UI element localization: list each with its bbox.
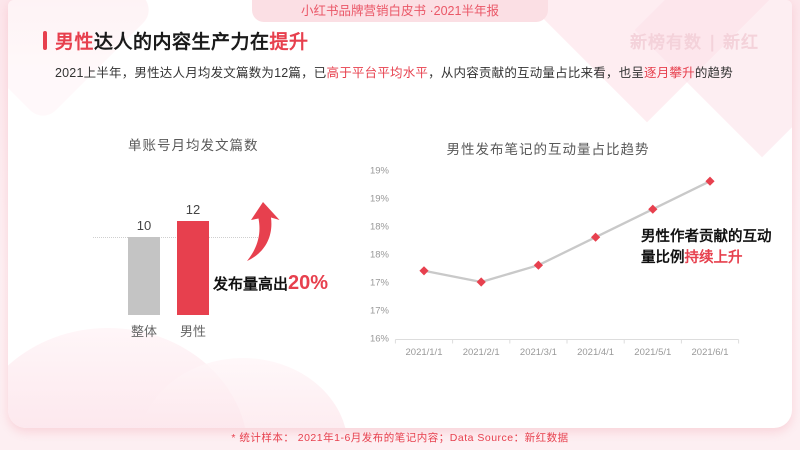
subtitle: 2021上半年，男性达人月均发文篇数为12篇，已高于平台平均水平，从内容贡献的互… (55, 62, 733, 81)
bar-annotation: 发布量高出20% (213, 272, 328, 295)
bar-category-male: 男性 (179, 324, 206, 339)
line-chart: 19% 19% 18% 18% 17% 17% 16% 2021/1/1 2021/2/1 202… (370, 166, 740, 358)
line-annotation-highlight: 持续上升 (684, 250, 743, 267)
title-highlight-1: 男性 (55, 32, 95, 53)
bar-category-labels: 整体 男性 (128, 321, 209, 340)
svg-text:17%: 17% (370, 278, 390, 289)
line-chart-title: 男性发布笔记的互动量占比趋势 (446, 142, 650, 157)
bar-category-overall: 整体 (130, 324, 157, 339)
subtitle-part: 的趋势 (694, 66, 733, 80)
svg-text:19%: 19% (370, 166, 390, 177)
svg-text:2021/2/1: 2021/2/1 (463, 347, 500, 358)
line-annotation-text-2: 量比例 (641, 250, 685, 267)
bar-column-overall: 10 (128, 195, 160, 315)
reference-dotted-line (93, 237, 260, 238)
svg-text:19%: 19% (370, 194, 390, 205)
subtitle-highlight-1: 高于平台平均水平 (326, 66, 429, 80)
svg-text:17%: 17% (370, 306, 390, 317)
svg-text:2021/3/1: 2021/3/1 (520, 347, 557, 358)
page-title: 男性达人的内容生产力在提升 (55, 27, 309, 54)
svg-text:16%: 16% (370, 334, 390, 345)
title-middle: 达人的内容生产力在 (94, 32, 270, 53)
content-card: 小红书品牌营销白皮书 ·2021半年报 新榜有数 ∣ 新红 男性达人的内容生产力… (8, 0, 792, 428)
subtitle-part: 2021上半年，男性达人月均发文篇数为12篇，已 (55, 66, 327, 80)
bar-overall (128, 237, 160, 315)
bar-value-label: 10 (136, 218, 152, 233)
svg-text:2021/6/1: 2021/6/1 (692, 347, 729, 358)
bar-chart: 10 12 (128, 195, 209, 315)
bar-value-label: 12 (185, 202, 201, 218)
bar-column-male: 12 (177, 195, 209, 315)
svg-text:2021/1/1: 2021/1/1 (406, 347, 443, 358)
footer-source-note: * 统计样本： 2021年1-6月发布的笔记内容；Data Source：新红数… (231, 432, 569, 444)
svg-text:2021/5/1: 2021/5/1 (634, 347, 671, 358)
line-annotation-text-1: 男性作者贡献的互动 (641, 229, 772, 245)
subtitle-part: ，从内容贡献的互动量占比来看，也呈 (428, 66, 645, 80)
svg-text:18%: 18% (370, 222, 390, 233)
bar-male (177, 221, 209, 315)
line-chart-annotation: 男性作者贡献的互动 量比例持续上升 (641, 227, 792, 269)
bar-chart-title: 单账号月均发文篇数 (128, 138, 259, 153)
bar-annotation-percent: 20% (288, 272, 329, 294)
brand-watermark: 新榜有数 ∣ 新红 (630, 33, 759, 52)
up-arrow-icon (247, 202, 280, 261)
title-highlight-2: 提升 (269, 32, 309, 53)
subtitle-highlight-2: 逐月攀升 (644, 66, 695, 80)
svg-text:18%: 18% (370, 250, 390, 261)
bar-annotation-text: 发布量高出 (213, 276, 289, 293)
svg-text:2021/4/1: 2021/4/1 (577, 347, 614, 358)
title-accent-bar (43, 31, 47, 50)
report-badge: 小红书品牌营销白皮书 ·2021半年报 (252, 0, 548, 22)
